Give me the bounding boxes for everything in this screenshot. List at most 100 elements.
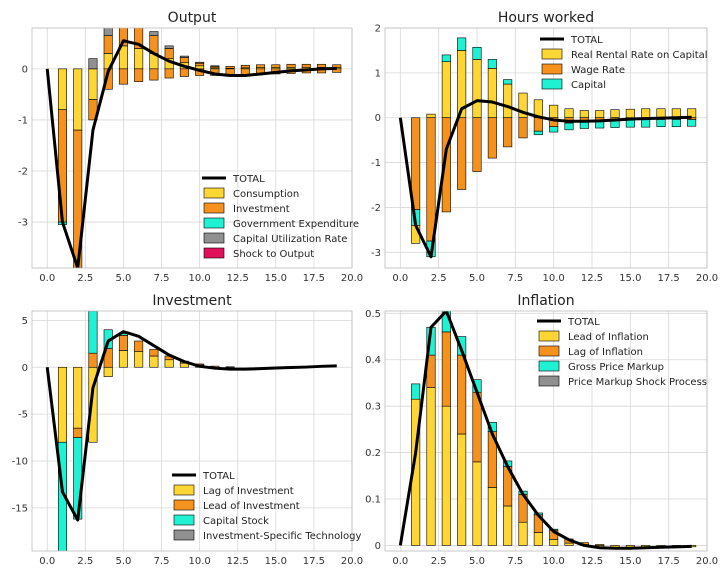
x-tick-label: 15.0 — [265, 556, 287, 567]
legend-swatch — [203, 247, 225, 259]
bar-segment — [671, 119, 681, 127]
bar-segment — [564, 542, 574, 546]
bar-segment — [533, 532, 543, 546]
bar-segment — [457, 336, 467, 356]
x-tick-label: 2.5 — [431, 273, 447, 284]
legend-swatch — [541, 78, 563, 90]
legend-label: Lead of Inflation — [568, 332, 649, 343]
legend-swatch — [173, 484, 195, 496]
bar-segment — [134, 17, 142, 23]
legend-swatch — [538, 360, 560, 372]
y-tick-label: -1 — [18, 115, 28, 126]
x-tick-label: 20.0 — [696, 556, 718, 567]
x-tick-label: 10.0 — [188, 273, 210, 284]
x-tick-label: 0.0 — [39, 273, 55, 284]
legend-label: TOTAL — [567, 317, 600, 328]
y-tick-label: 0.3 — [365, 402, 381, 413]
bar-segment — [240, 64, 250, 69]
bar-segment — [549, 126, 559, 133]
x-tick-label: 7.5 — [507, 556, 523, 567]
plot-area — [398, 37, 697, 259]
bar-segment — [149, 68, 159, 81]
legend-label: Lag of Investment — [203, 486, 294, 497]
bar-segment — [457, 354, 467, 435]
bar-segment — [73, 366, 83, 429]
y-tick-label: -3 — [371, 248, 381, 259]
bar-segment — [256, 64, 266, 68]
bar-segment — [57, 68, 67, 111]
x-tick-label: 5.0 — [469, 556, 485, 567]
x-tick-label: 2.5 — [77, 556, 93, 567]
y-tick-label: 1 — [375, 68, 381, 79]
legend-label: Lead of Investment — [203, 501, 300, 512]
y-tick-label: 0 — [375, 113, 381, 124]
legend-swatch — [173, 499, 195, 511]
bar-segment — [286, 63, 296, 68]
x-tick-label: 15.0 — [619, 273, 641, 284]
legend-label: TOTAL — [202, 471, 235, 482]
bar-segment — [472, 59, 482, 119]
legend-swatch — [203, 202, 225, 214]
bar-segment — [503, 117, 513, 148]
bar-segment — [487, 68, 497, 119]
bar-segment — [457, 117, 467, 190]
y-tick-label: 2 — [375, 24, 381, 35]
bar-segment — [179, 57, 189, 64]
bar-segment — [503, 83, 513, 119]
bar-segment — [564, 108, 574, 119]
legend-label: Shock to Output — [233, 249, 314, 260]
legend-label: Government Expenditure — [233, 219, 359, 230]
chart-panel-output: Output 0.0 2.5 5.0 7.5 10.0 12.5 15.0 17.5 20.0 -3… — [18, 6, 363, 284]
legend-swatch — [541, 63, 563, 75]
bar-segment — [549, 539, 559, 546]
bar-segment — [88, 352, 98, 368]
bar-segment — [641, 108, 651, 119]
y-tick-label: -10 — [12, 457, 28, 468]
chart-title: Hours worked — [498, 10, 594, 26]
legend-label: Capital — [571, 80, 606, 91]
legend-swatch — [173, 514, 195, 526]
legend-label: Investment-Specific Technology — [203, 531, 361, 542]
x-tick-label: 17.5 — [658, 273, 680, 284]
x-tick-label: 7.5 — [154, 556, 170, 567]
legend-label: Investment — [233, 204, 290, 215]
legend-label: Price Markup Shock Process — [568, 377, 707, 388]
legend-label: Real Rental Rate on Capital — [571, 50, 708, 61]
x-tick-label: 7.5 — [154, 273, 170, 284]
bar-segment — [687, 119, 697, 127]
bar-segment — [103, 366, 113, 377]
y-tick-label: 0.2 — [365, 448, 381, 459]
x-tick-label: 10.0 — [543, 273, 565, 284]
bar-segment — [518, 521, 528, 546]
bar-segment — [533, 130, 543, 136]
bar-segment — [134, 68, 144, 82]
chart-legend: TOTAL Consumption Investment Government Exp… — [202, 174, 359, 260]
bar-segment — [119, 6, 127, 15]
bar-segment — [625, 108, 635, 119]
bar-segment — [134, 351, 144, 368]
x-tick-label: 15.0 — [265, 273, 287, 284]
plot-area — [398, 311, 697, 550]
bar-segment — [441, 117, 451, 213]
x-tick-label: 5.0 — [115, 273, 131, 284]
legend-label: Gross Price Markup — [568, 362, 664, 373]
chart-legend: TOTAL Real Rental Rate on Capital Wage Rat… — [540, 35, 708, 91]
y-tick-label: 0 — [22, 363, 28, 374]
legend-label: Consumption — [233, 189, 299, 200]
legend-label: TOTAL — [232, 174, 265, 185]
bar-segment — [656, 108, 666, 119]
bar-segment — [88, 68, 98, 100]
chart-panel-investment: Investment 0.0 2.5 5.0 7.5 10.0 12.5 15.0 17.5 20… — [12, 293, 363, 567]
bar-segment — [472, 117, 482, 172]
x-tick-label: 12.5 — [227, 556, 249, 567]
bar-segment — [426, 387, 436, 546]
x-tick-label: 5.0 — [469, 273, 485, 284]
y-tick-label: 5 — [22, 316, 28, 327]
legend-swatch — [203, 232, 225, 244]
x-tick-label: 5.0 — [115, 556, 131, 567]
x-tick-label: 10.0 — [188, 556, 210, 567]
plot-frame — [31, 27, 353, 269]
bar-segment — [579, 110, 589, 119]
x-tick-label: 0.0 — [392, 556, 408, 567]
